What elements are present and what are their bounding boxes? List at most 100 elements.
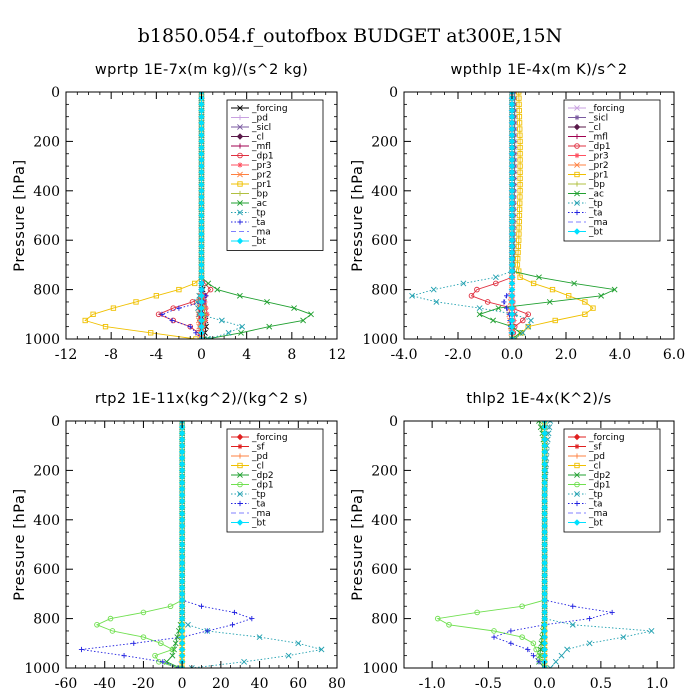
data-point [508, 230, 516, 238]
data-point [460, 280, 467, 287]
data-point [495, 305, 502, 312]
data-point [508, 280, 516, 287]
series-line [84, 92, 202, 339]
data-point [198, 255, 205, 262]
legend-label: _bp [588, 180, 605, 190]
data-point [476, 305, 483, 312]
legend-marker [574, 133, 580, 140]
x-tick-label: 0.5 [590, 676, 612, 692]
legend-marker [237, 190, 243, 197]
data-point [541, 646, 548, 653]
legend-entry: _ma [231, 228, 271, 238]
series-dp1 [434, 421, 548, 668]
x-tick-label: 0.0 [533, 676, 555, 692]
y-tick-label: 200 [33, 134, 60, 150]
series-pr1 [512, 92, 596, 339]
data-point [178, 522, 186, 530]
data-point [541, 541, 548, 548]
data-point [178, 609, 186, 616]
data-point [175, 665, 181, 668]
data-point [541, 479, 548, 486]
data-point [516, 212, 523, 219]
data-point [620, 634, 627, 641]
data-point [515, 243, 522, 250]
data-point [508, 199, 516, 207]
legend-marker [236, 237, 244, 245]
y-tick-label: 200 [33, 463, 60, 479]
legend-entry: _pr3 [568, 152, 609, 162]
legend-entry: _tp [231, 490, 266, 500]
data-point [198, 261, 205, 269]
data-point [318, 646, 325, 653]
data-point [516, 206, 523, 212]
legend-marker [574, 152, 580, 159]
series-bt [541, 421, 548, 668]
x-tick-label: 1.0 [646, 676, 668, 692]
data-point [474, 286, 480, 293]
legend-entry: _ma [231, 509, 271, 519]
x-tick-label: 0.0 [501, 347, 523, 363]
data-point [609, 609, 615, 616]
data-point [516, 95, 522, 101]
data-point [187, 324, 193, 330]
legend-label: _pd [588, 452, 605, 462]
data-point [140, 634, 147, 640]
data-point [582, 311, 588, 317]
legend-marker [236, 519, 244, 526]
data-point [518, 330, 525, 336]
data-point [90, 311, 96, 317]
data-point [517, 169, 523, 175]
legend-box [563, 99, 661, 242]
data-point [552, 317, 558, 324]
data-point [508, 119, 516, 127]
data-point [188, 665, 195, 668]
data-point [508, 298, 516, 306]
data-point [178, 646, 186, 653]
data-point [131, 640, 137, 646]
y-tick-label: 800 [371, 612, 398, 628]
data-point [195, 305, 202, 312]
series-group [434, 421, 655, 668]
data-point [107, 615, 114, 622]
legend-marker [573, 123, 581, 131]
legend-label: _sicl [251, 123, 271, 133]
data-point [537, 424, 544, 431]
data-point [541, 430, 548, 437]
data-point [508, 175, 516, 182]
data-point [508, 243, 516, 250]
data-point [198, 175, 205, 182]
data-point [516, 114, 523, 120]
legend-label: _sf [251, 443, 265, 453]
legend-label: _pr2 [251, 171, 272, 181]
data-point [508, 640, 514, 646]
data-point [178, 603, 186, 610]
y-tick-label: 600 [33, 233, 60, 249]
data-point [564, 646, 571, 653]
legend-entry: _dp2 [231, 471, 274, 481]
data-point [198, 119, 205, 127]
data-point [541, 553, 548, 561]
data-point [468, 292, 475, 299]
data-point [178, 491, 186, 499]
data-point [178, 553, 186, 561]
data-point [249, 616, 255, 622]
data-point [517, 144, 523, 151]
x-tick-label: -4 [150, 347, 164, 363]
legend-marker [237, 453, 243, 459]
y-tick-label: 200 [371, 134, 398, 150]
data-point [205, 280, 212, 287]
data-point [198, 249, 205, 256]
legend-entry: _forcing [568, 433, 625, 443]
data-point [102, 323, 109, 330]
data-point [541, 615, 548, 622]
legend-label: _pr3 [588, 152, 609, 162]
data-point [198, 298, 205, 306]
y-tick-label: 1000 [24, 661, 60, 677]
legend-label: _dp2 [588, 471, 611, 481]
data-point [198, 187, 205, 195]
legend-entry: _mfl [568, 133, 608, 143]
legend-marker [237, 209, 243, 216]
data-point [541, 621, 548, 629]
data-point [517, 157, 523, 163]
y-tick-label: 800 [371, 283, 398, 299]
